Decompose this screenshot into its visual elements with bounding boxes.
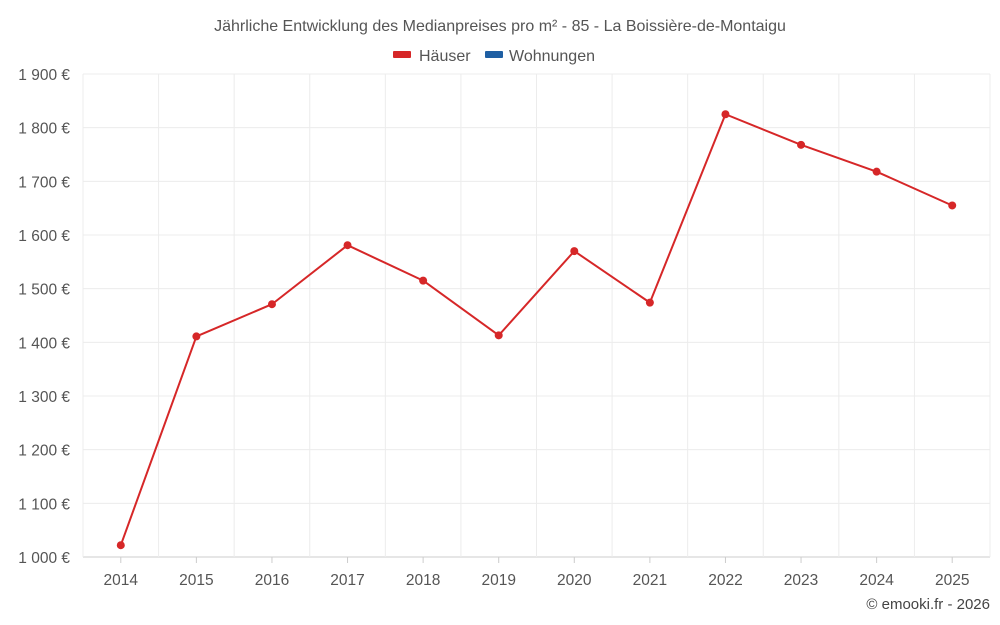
legend-label: Wohnungen — [509, 48, 595, 65]
x-tick-label: 2020 — [557, 572, 592, 589]
credit-text: © emooki.fr - 2026 — [866, 596, 990, 613]
legend-swatch — [485, 51, 503, 58]
x-tick-label: 2017 — [330, 572, 364, 589]
legend-label: Häuser — [419, 48, 471, 65]
data-point-2023[interactable] — [797, 140, 806, 149]
data-point-2015[interactable] — [192, 332, 201, 341]
y-tick-label: 1 700 € — [18, 174, 70, 191]
x-tick-label: 2018 — [406, 572, 440, 589]
x-tick-label: 2021 — [633, 572, 667, 589]
x-grid — [82, 74, 991, 557]
series-layer — [116, 110, 957, 550]
y-tick-label: 1 300 € — [18, 389, 70, 406]
x-tick-label: 2019 — [481, 572, 515, 589]
x-tick-label: 2023 — [784, 572, 818, 589]
legend-item-wohnungen[interactable]: Wohnungen — [485, 48, 595, 65]
data-point-2025[interactable] — [948, 201, 957, 210]
y-tick-label: 1 900 € — [18, 67, 70, 84]
y-tick-label: 1 000 € — [18, 550, 70, 567]
x-axis: 2014 2015 2016 2017 2018 2019 2020 2021 2022 2023… — [104, 557, 969, 589]
x-tick-label: 2016 — [255, 572, 289, 589]
series-line-haeuser — [119, 113, 953, 546]
data-point-2018[interactable] — [419, 276, 428, 285]
x-tick-label: 2025 — [935, 572, 969, 589]
chart-title: Jährliche Entwicklung des Medianpreises … — [214, 18, 786, 35]
legend-item-haeuser[interactable]: Häuser — [393, 48, 471, 65]
data-point-2020[interactable] — [570, 247, 579, 256]
x-tick-label: 2014 — [104, 572, 139, 589]
y-tick-label: 1 200 € — [18, 443, 70, 460]
data-point-2019[interactable] — [494, 331, 503, 340]
data-point-2024[interactable] — [872, 167, 881, 176]
data-point-2017[interactable] — [343, 241, 352, 250]
x-tick-label: 2022 — [708, 572, 742, 589]
data-point-2014[interactable] — [116, 541, 125, 550]
y-axis: 1 000 € 1 100 € 1 200 € 1 300 € 1 400 € 1 500… — [18, 67, 70, 567]
y-tick-label: 1 600 € — [18, 228, 70, 245]
data-point-2022[interactable] — [721, 110, 730, 119]
x-tick-label: 2015 — [179, 572, 213, 589]
legend: Häuser Wohnungen — [393, 48, 595, 65]
y-tick-label: 1 800 € — [18, 121, 70, 138]
data-point-2016[interactable] — [267, 300, 276, 309]
data-point-2021[interactable] — [645, 298, 654, 307]
y-tick-label: 1 400 € — [18, 335, 70, 352]
y-tick-label: 1 500 € — [18, 282, 70, 299]
y-tick-label: 1 100 € — [18, 496, 70, 513]
legend-swatch — [393, 51, 411, 58]
x-tick-label: 2024 — [859, 572, 894, 589]
